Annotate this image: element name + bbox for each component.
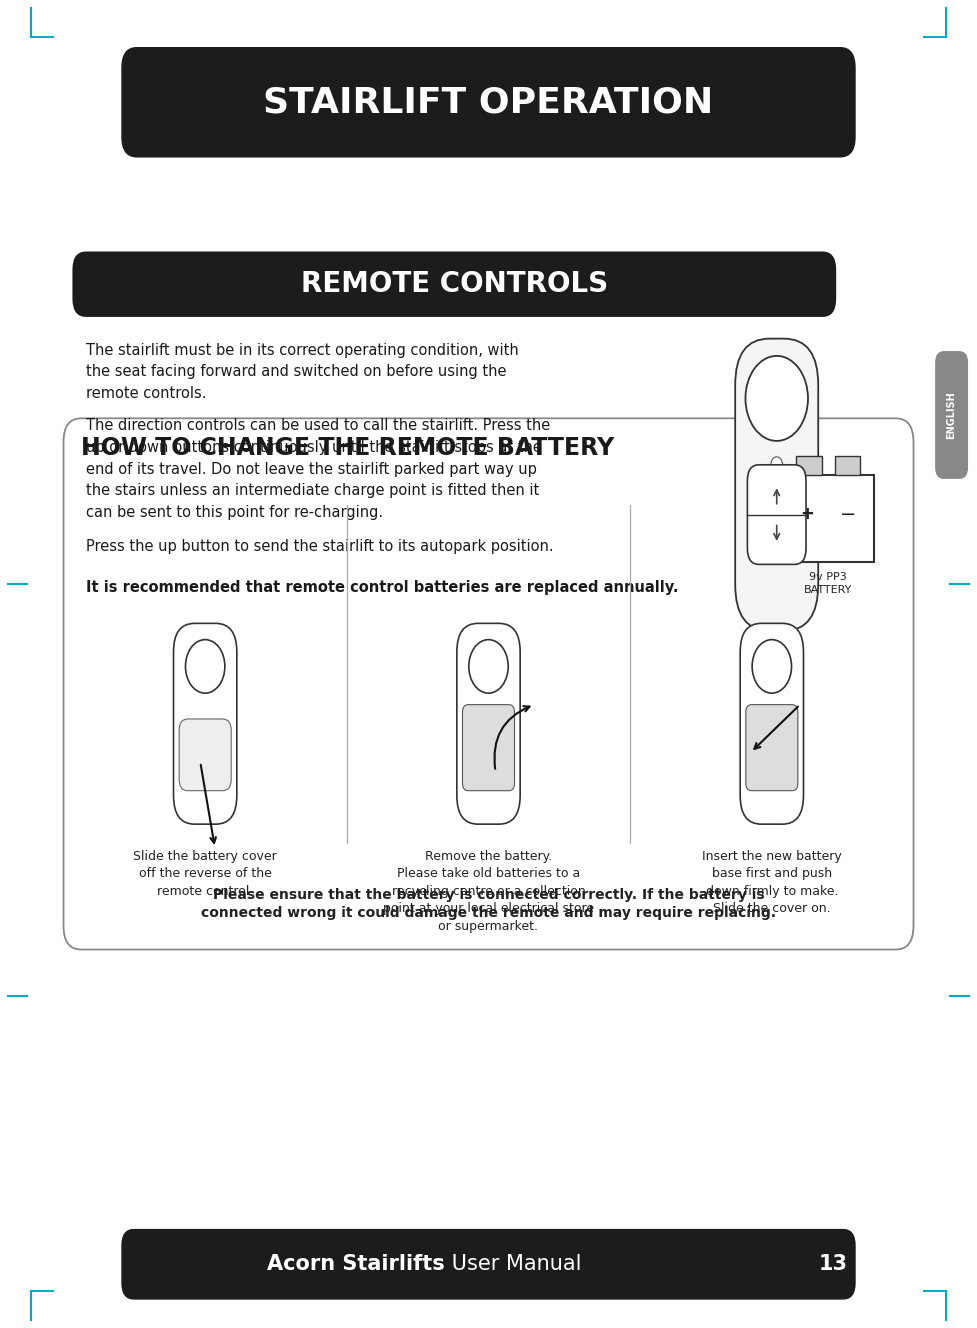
FancyBboxPatch shape — [122, 48, 855, 157]
Text: Remove the battery.
Please take old batteries to a
recycling centre or a collect: Remove the battery. Please take old batt… — [383, 850, 594, 932]
Text: 13: 13 — [819, 1254, 848, 1275]
Text: The stairlift must be in its correct operating condition, with
the seat facing f: The stairlift must be in its correct ope… — [86, 343, 519, 401]
FancyBboxPatch shape — [457, 623, 520, 825]
Text: It is recommended that remote control batteries are replaced annually.: It is recommended that remote control ba… — [86, 580, 678, 595]
FancyBboxPatch shape — [747, 465, 806, 564]
Circle shape — [469, 640, 508, 693]
FancyBboxPatch shape — [73, 252, 835, 316]
Text: −: − — [840, 505, 857, 523]
Circle shape — [771, 457, 783, 473]
Circle shape — [745, 356, 808, 441]
Text: Press the up button to send the stairlift to its autopark position.: Press the up button to send the stairlif… — [86, 539, 554, 554]
FancyBboxPatch shape — [462, 705, 515, 790]
Text: REMOTE CONTROLS: REMOTE CONTROLS — [301, 270, 608, 299]
Bar — [795, 457, 822, 475]
FancyBboxPatch shape — [122, 1230, 855, 1299]
FancyBboxPatch shape — [736, 339, 819, 631]
FancyBboxPatch shape — [179, 718, 232, 790]
Text: STAIRLIFT OPERATION: STAIRLIFT OPERATION — [264, 85, 713, 120]
FancyBboxPatch shape — [936, 352, 967, 478]
FancyBboxPatch shape — [64, 418, 913, 950]
Text: User Manual: User Manual — [445, 1254, 581, 1275]
Text: Slide the battery cover
off the reverse of the
remote control.: Slide the battery cover off the reverse … — [133, 850, 277, 898]
Circle shape — [186, 640, 225, 693]
Text: Acorn Stairlifts: Acorn Stairlifts — [267, 1254, 445, 1275]
Text: Please ensure that the battery is connected correctly. If the battery is
connect: Please ensure that the battery is connec… — [201, 888, 776, 920]
FancyBboxPatch shape — [745, 705, 798, 790]
Text: 9v PP3
BATTERY: 9v PP3 BATTERY — [804, 572, 852, 595]
Bar — [834, 457, 861, 475]
Text: HOW TO CHANGE THE REMOTE BATTERY: HOW TO CHANGE THE REMOTE BATTERY — [81, 436, 615, 459]
FancyBboxPatch shape — [174, 623, 236, 825]
Text: ENGLISH: ENGLISH — [947, 392, 956, 438]
Text: +: + — [800, 505, 815, 523]
FancyBboxPatch shape — [741, 623, 803, 825]
Text: Insert the new battery
base first and push
down firmly to make.
Slide the cover : Insert the new battery base first and pu… — [701, 850, 842, 915]
Bar — [782, 475, 874, 562]
Circle shape — [752, 640, 791, 693]
Text: The direction controls can be used to call the stairlift. Press the
up or down b: The direction controls can be used to ca… — [86, 418, 550, 519]
